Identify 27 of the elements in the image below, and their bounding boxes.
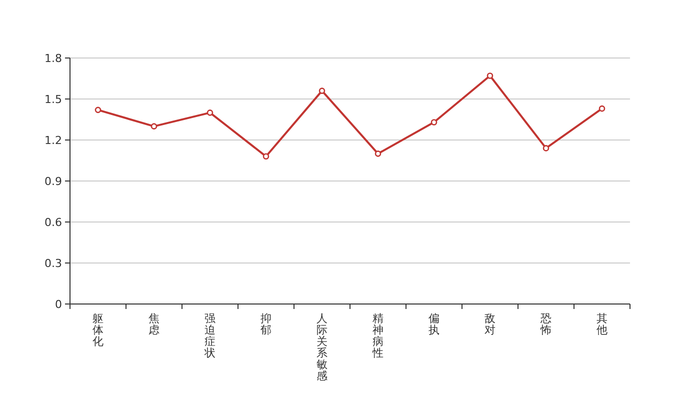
x-tick-label: 人际关系敏感 bbox=[316, 312, 328, 383]
y-tick-label: 0 bbox=[55, 298, 62, 311]
x-tick-label: 焦虑 bbox=[148, 312, 160, 336]
point bbox=[486, 72, 494, 79]
y-tick-label: 0.9 bbox=[44, 174, 62, 188]
y-tick-label: 0.6 bbox=[44, 216, 62, 229]
x-tick-label: 恐怖 bbox=[540, 312, 552, 336]
x-tick-label: 其他 bbox=[596, 312, 608, 336]
y-tick-label: 1.8 bbox=[44, 52, 62, 65]
point bbox=[598, 105, 606, 112]
point bbox=[150, 123, 158, 130]
x-tick-label: 抑郁 bbox=[260, 312, 272, 336]
x-tick-label: 躯体化 bbox=[92, 312, 104, 348]
point bbox=[542, 145, 550, 152]
point bbox=[206, 110, 214, 116]
point bbox=[318, 88, 326, 94]
x-tick-label: 精神病性 bbox=[372, 312, 384, 360]
point bbox=[262, 153, 270, 160]
point bbox=[94, 106, 102, 114]
x-tick-label: 敌对 bbox=[484, 312, 496, 336]
point bbox=[430, 119, 438, 126]
point bbox=[374, 150, 382, 157]
x-tick-label: 强迫症状 bbox=[204, 312, 216, 360]
y-tick-label: 1.2 bbox=[44, 134, 62, 147]
x-tick-label: 偏执 bbox=[428, 312, 440, 336]
y-tick-label: 0.3 bbox=[44, 256, 62, 270]
y-tick-label: 1.5 bbox=[44, 92, 62, 106]
